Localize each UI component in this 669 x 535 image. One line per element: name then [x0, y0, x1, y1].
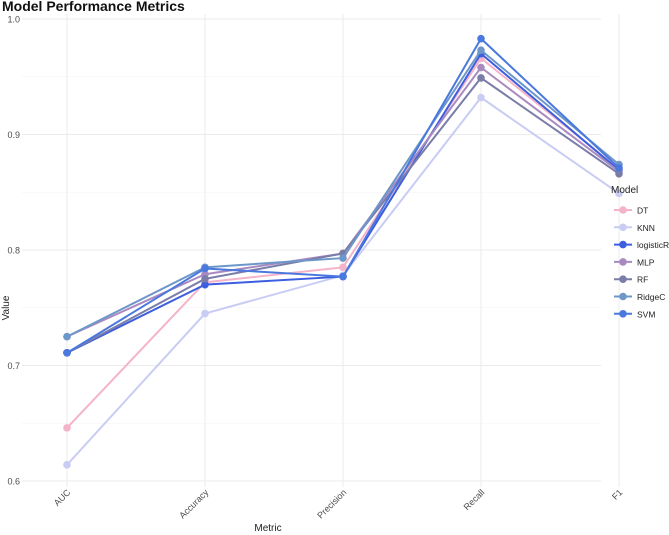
- legend-item-SVM: SVM: [614, 309, 655, 319]
- x-tick-label: AUC: [52, 487, 73, 508]
- legend-item-RF: RF: [614, 275, 648, 285]
- legend-item-KNN: KNN: [614, 223, 655, 233]
- legend-key-point: [619, 258, 627, 266]
- data-point: [201, 309, 209, 318]
- x-axis-label: Metric: [254, 523, 281, 534]
- data-point: [477, 34, 485, 43]
- legend-item-RidgeC: RidgeC: [614, 292, 665, 302]
- series-lines: [63, 34, 623, 469]
- legend-label: RF: [637, 275, 648, 285]
- x-tick-label: Recall: [462, 487, 487, 512]
- legend-key-point: [619, 292, 627, 301]
- y-axis-ticks: 0.6 0.7 0.8 0.9 1.0: [7, 15, 20, 487]
- data-point: [477, 74, 485, 82]
- legend-key-point: [619, 275, 627, 284]
- legend-item-MLP: MLP: [614, 257, 655, 267]
- data-point: [477, 63, 485, 72]
- data-point: [63, 461, 71, 469]
- data-point: [201, 280, 209, 289]
- legend-key-point: [619, 240, 627, 249]
- x-tick-label: Precision: [315, 487, 348, 520]
- y-tick-label: 0.6: [7, 477, 20, 487]
- data-point: [339, 263, 347, 272]
- legend-item-logisticR: logisticR: [614, 240, 669, 250]
- data-point: [339, 254, 347, 262]
- legend-title: Model: [611, 185, 638, 196]
- y-tick-label: 0.9: [7, 130, 20, 140]
- gridlines: [22, 14, 620, 487]
- x-tick-label: F1: [610, 487, 625, 502]
- series-SVM: [63, 34, 623, 357]
- data-point: [615, 164, 623, 172]
- data-point: [63, 332, 71, 341]
- legend-key-point: [619, 223, 627, 232]
- y-axis-label: Value: [1, 295, 12, 320]
- legend-label: MLP: [637, 257, 655, 267]
- y-tick-label: 1.0: [7, 15, 20, 25]
- legend-label: SVM: [637, 309, 655, 319]
- data-point: [201, 275, 209, 283]
- data-point: [477, 93, 485, 102]
- legend-label: KNN: [637, 223, 655, 233]
- legend-item-DT: DT: [614, 206, 648, 216]
- x-tick-label: Accuracy: [177, 487, 211, 521]
- x-axis-ticks: AUC Accuracy Precision Recall F1: [52, 487, 625, 521]
- legend-label: logisticR: [637, 240, 669, 250]
- data-point: [339, 272, 347, 281]
- legend-key-point: [619, 206, 627, 214]
- data-point: [615, 169, 623, 178]
- data-point: [201, 264, 209, 273]
- y-tick-label: 0.7: [7, 361, 20, 371]
- data-point: [477, 46, 485, 54]
- data-point: [63, 424, 71, 432]
- legend: Model DT KNN logisticR MLP RF RidgeC SVM: [611, 185, 669, 319]
- legend-key-point: [619, 310, 627, 318]
- data-point: [615, 189, 623, 198]
- legend-label: RidgeC: [637, 292, 665, 302]
- legend-label: DT: [637, 206, 648, 216]
- y-tick-label: 0.8: [7, 246, 20, 256]
- series-RF: [63, 74, 623, 357]
- data-point: [63, 348, 71, 357]
- chart-title: Model Performance Metrics: [2, 0, 185, 14]
